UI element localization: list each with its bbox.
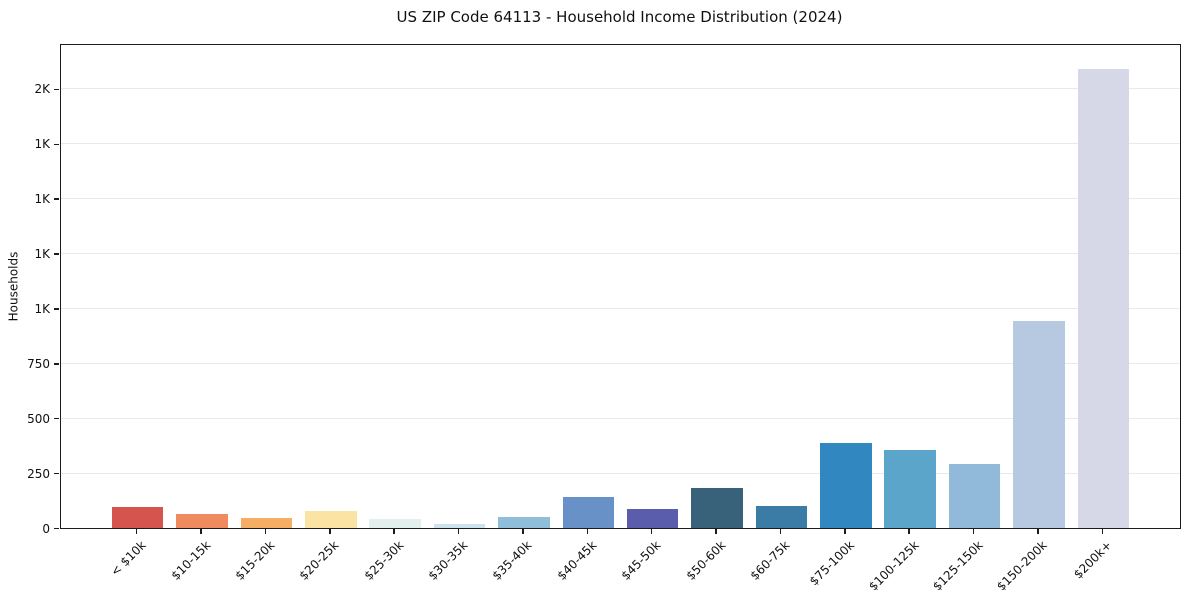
y-tick-label: 500 [27,411,50,426]
x-tick [908,528,910,534]
bar [691,488,743,528]
x-tick [779,528,782,534]
x-tick [522,528,524,534]
y-tick [53,472,59,475]
x-tick [329,528,331,534]
bar [884,450,936,528]
x-tick-label: $60-75k [747,538,793,583]
bar [433,524,486,528]
grid-line [61,362,1180,364]
x-tick-label: $35-40k [489,538,535,583]
y-tick [53,527,59,530]
y-tick [53,88,59,91]
x-tick-label: $150-200k [994,538,1050,590]
bar [111,506,164,528]
chart-title: US ZIP Code 64113 - Household Income Dis… [396,8,843,26]
x-tick-label: < $10k [107,538,149,579]
y-tick [53,198,59,200]
bar [626,508,679,528]
grid-line [61,472,1180,474]
grid-line [61,307,1180,309]
x-tick-label: $15-20k [232,538,278,583]
y-tick-label: 250 [27,466,50,481]
y-tick [53,253,59,255]
bar [176,513,228,528]
bar [948,464,1001,528]
y-tick [53,308,59,310]
x-tick-label: $20-25k [296,538,342,583]
y-tick [53,363,59,365]
x-tick [972,528,975,534]
x-tick [135,528,138,534]
x-tick [200,528,202,534]
x-tick-label: $75-100k [806,538,857,589]
x-tick-label: $10-15k [168,538,213,583]
y-tick-label: 0 [42,521,50,536]
x-tick-label: $100-125k [865,538,922,590]
grid-line [61,417,1180,419]
grid-line [61,143,1180,145]
x-tick-label: $30-35k [425,538,471,583]
grid-line [61,253,1180,255]
x-tick-label: $45-50k [618,538,664,583]
x-tick [586,528,589,534]
bar [820,443,872,528]
x-tick [650,528,653,534]
bar [562,497,615,528]
bar [498,517,550,528]
y-tick-label: 1K [34,192,50,207]
bar [1077,69,1130,528]
x-tick-label: $40-45k [554,538,600,583]
bar [240,518,293,528]
grid-line [61,198,1180,200]
grid-line [61,88,1180,90]
bar [305,511,357,528]
x-tick [715,528,717,534]
plot-area [60,44,1181,529]
x-tick-label: $125-150k [929,538,986,590]
x-tick-label: $200k+ [1070,538,1115,582]
bar [1013,320,1065,528]
y-tick-label: 750 [27,356,50,371]
y-tick-label: 1K [34,247,50,262]
y-tick-label: 2K [34,82,50,97]
x-tick-label: $25-30k [361,538,407,583]
y-tick-label: 1K [34,301,50,316]
x-tick [264,528,267,534]
y-tick [53,417,59,420]
bar [369,518,421,528]
x-tick [1101,528,1104,534]
bar [755,506,808,528]
x-tick [1037,528,1039,534]
x-tick [457,528,460,534]
x-tick [393,528,395,534]
y-tick-label: 1K [34,137,50,152]
y-tick [53,143,59,146]
y-axis-label: Households [6,251,21,322]
x-tick [844,528,846,534]
x-tick-label: $50-60k [683,538,728,583]
